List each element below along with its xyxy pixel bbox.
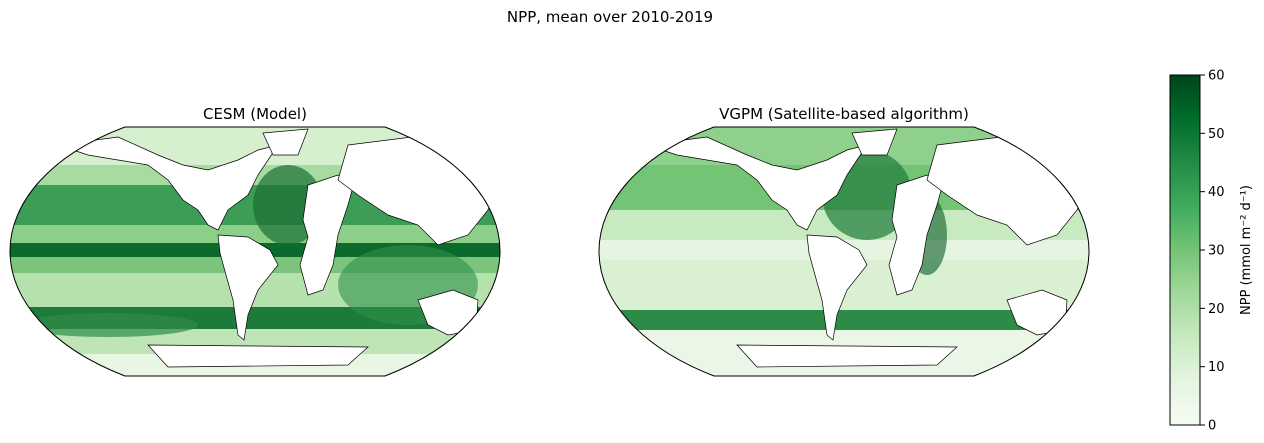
colorbar-tick-label: 30 (1208, 244, 1225, 259)
colorbar-tick-label: 10 (1208, 360, 1225, 375)
colorbar-tick-label: 20 (1208, 302, 1225, 317)
panel-title-cesm: CESM (Model) (203, 105, 307, 123)
colorbar: 0 10 20 30 40 50 60 NPP (mmol m⁻² d⁻¹) (1169, 69, 1254, 434)
colorbar-tick-label: 50 (1208, 127, 1225, 142)
map-boundary (9, 126, 501, 377)
vgpm-npp-map (598, 126, 1090, 377)
colorbar-tick-label: 40 (1208, 185, 1225, 200)
colorbar-tick-label: 60 (1208, 69, 1225, 84)
cesm-npp-map (9, 126, 501, 377)
colorbar-gradient (1169, 74, 1201, 426)
map-boundary (598, 126, 1090, 377)
panel-title-vgpm: VGPM (Satellite-based algorithm) (719, 105, 969, 123)
figure-title: NPP, mean over 2010-2019 (506, 8, 714, 26)
colorbar-label: NPP (mmol m⁻² d⁻¹) (1239, 185, 1254, 315)
colorbar-tick-label: 0 (1208, 419, 1216, 434)
colorbar-ticks: 0 10 20 30 40 50 60 (1200, 69, 1225, 434)
